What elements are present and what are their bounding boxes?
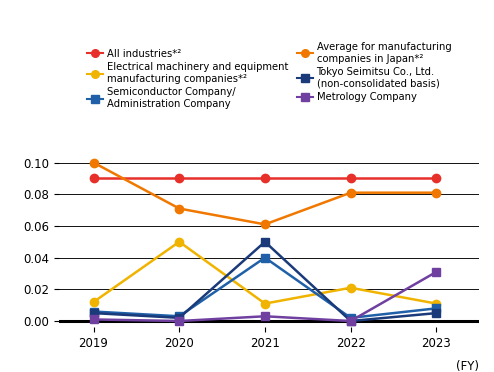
Legend: All industries*², Electrical machinery and equipment
manufacturing companies*², : All industries*², Electrical machinery a… [87, 42, 452, 109]
Text: (FY): (FY) [456, 360, 479, 372]
